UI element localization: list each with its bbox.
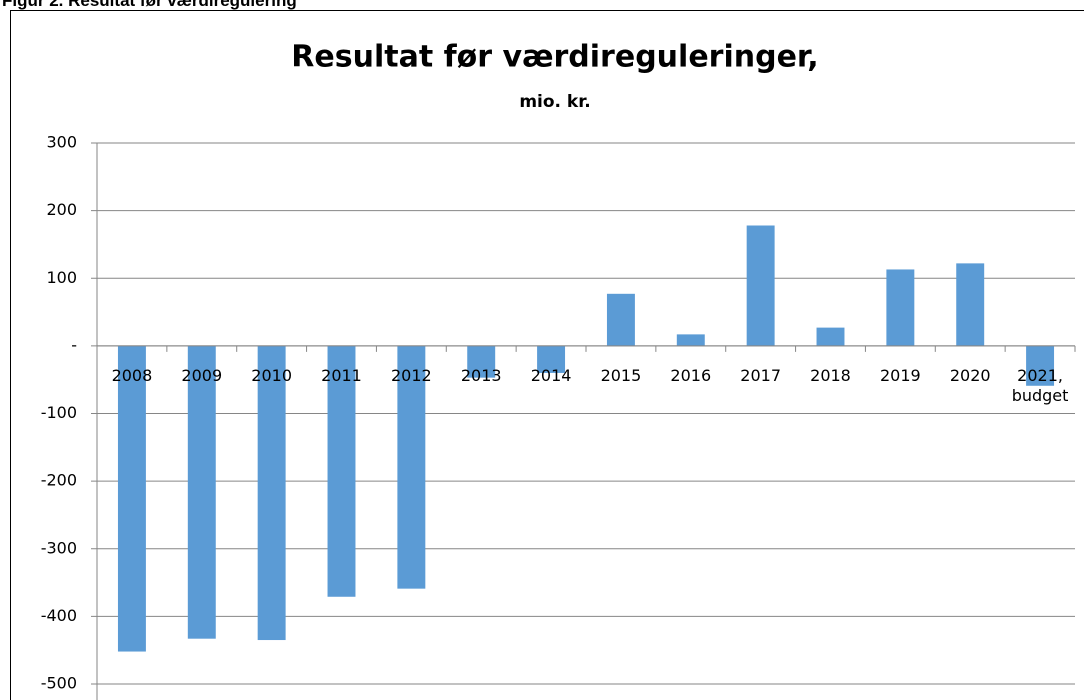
x-tick-label: 2014: [530, 365, 572, 385]
chart-frame: [10, 10, 1084, 700]
y-tick-label: 100: [46, 268, 77, 287]
y-tick-label: -: [71, 335, 77, 354]
bar: [257, 345, 286, 641]
x-tick-label: 2015: [600, 365, 642, 385]
y-tick-label: 200: [46, 200, 77, 219]
bar: [746, 225, 775, 346]
chart-title: Resultat før værdireguleringer,: [291, 40, 818, 75]
y-tick-label: -400: [41, 606, 77, 625]
x-tick-label: 2009: [181, 365, 223, 385]
bar: [606, 293, 635, 346]
y-tick-label: -300: [41, 538, 77, 557]
bar: [956, 263, 985, 346]
bar: [327, 345, 356, 597]
x-tick-label: 2012: [390, 365, 432, 385]
bar: [467, 345, 496, 378]
bar: [117, 345, 146, 652]
x-tick-label: 2017: [740, 365, 781, 385]
chart-subtitle: mio. kr.: [519, 92, 590, 112]
x-tick-label: 2010: [251, 365, 292, 385]
x-tick-label: 2016: [670, 365, 712, 385]
y-tick-label: 300: [46, 133, 77, 152]
bar: [537, 345, 566, 373]
bar: [397, 345, 426, 589]
x-tick-label: 2019: [879, 365, 921, 385]
figure-heading: Figur 2. Resultat før værdiregulering: [2, 0, 297, 10]
x-tick-label: 2013: [460, 365, 502, 385]
x-tick-label: 2020: [949, 365, 991, 385]
y-tick-label: -100: [41, 403, 77, 422]
bar: [886, 269, 915, 346]
bar: [816, 327, 845, 346]
y-tick-label: -200: [41, 471, 77, 490]
x-tick-label: 2008: [111, 365, 153, 385]
bar: [676, 334, 705, 346]
bar: [1026, 345, 1055, 386]
x-tick-label: 2021, budget: [1011, 365, 1069, 405]
bar: [187, 345, 216, 639]
x-tick-label: 2011: [321, 365, 362, 385]
y-tick-label: -500: [41, 674, 77, 693]
x-tick-label: 2018: [810, 365, 851, 385]
